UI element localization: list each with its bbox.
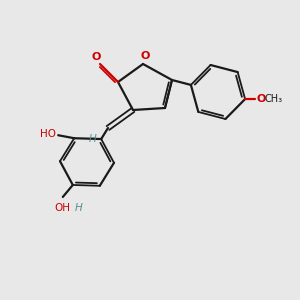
- Text: H: H: [75, 203, 83, 213]
- Text: CH₃: CH₃: [264, 94, 282, 104]
- Text: O: O: [140, 51, 150, 61]
- Text: OH: OH: [55, 203, 71, 213]
- Text: H: H: [88, 134, 96, 144]
- Text: O: O: [256, 94, 266, 104]
- Text: HO: HO: [40, 129, 56, 139]
- Text: O: O: [91, 52, 101, 62]
